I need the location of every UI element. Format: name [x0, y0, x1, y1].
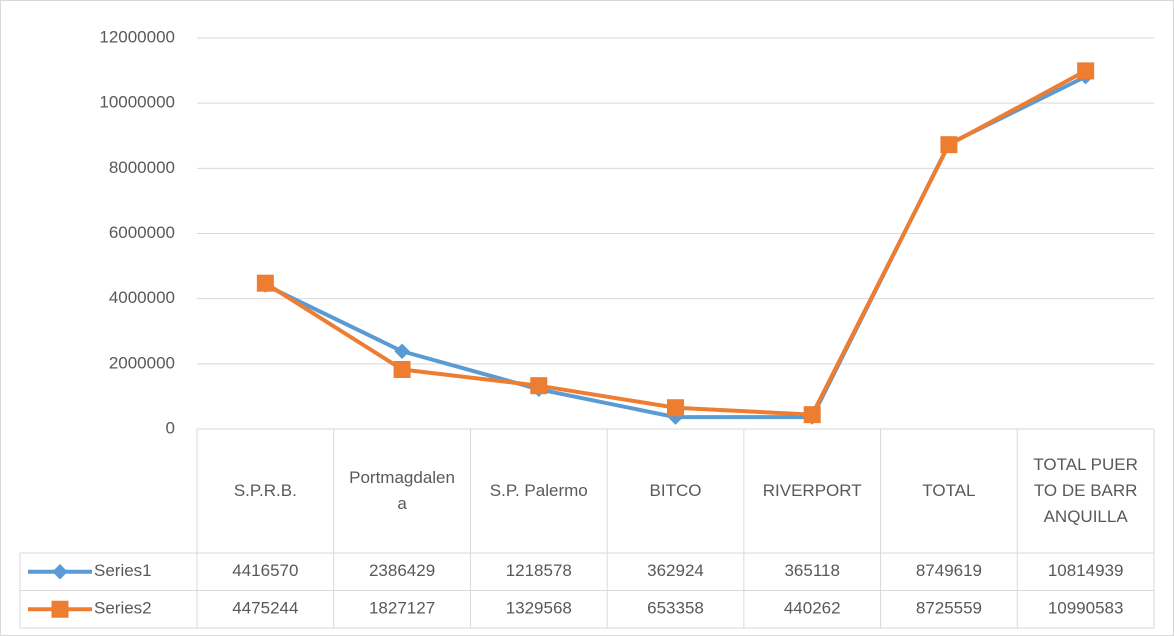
marker: [256, 274, 274, 292]
x-tick-label: TOTAL: [922, 481, 976, 500]
marker: [393, 360, 411, 378]
table-value: 8725559: [916, 599, 982, 618]
marker: [394, 343, 410, 359]
table-value: 10814939: [1048, 561, 1124, 580]
table-value: 1329568: [506, 599, 572, 618]
y-tick-label: 12000000: [99, 27, 175, 46]
table-value: 10990583: [1048, 599, 1124, 618]
marker: [52, 564, 68, 580]
y-tick-label: 10000000: [99, 93, 175, 112]
table-value: 1827127: [369, 599, 435, 618]
marker: [667, 399, 684, 417]
x-tick-label: S.P.R.B.: [233, 481, 297, 500]
table-value: 1218578: [506, 561, 572, 580]
marker: [1077, 62, 1095, 80]
table-value: 365118: [784, 561, 839, 580]
x-tick-label: S.P. Palermo: [489, 481, 588, 500]
table-value: 4475244: [232, 599, 298, 618]
table-value: 653358: [647, 599, 704, 618]
y-tick-label: 2000000: [109, 353, 175, 372]
x-tick-label: Portmagdalena: [349, 468, 455, 513]
table-value: 8749619: [916, 561, 982, 580]
marker: [51, 600, 69, 618]
x-tick-label: BITCO: [649, 481, 702, 500]
y-tick-label: 6000000: [109, 223, 175, 242]
x-tick-label: RIVERPORT: [762, 481, 862, 500]
legend-label: Series2: [94, 599, 152, 618]
y-tick-label: 0: [166, 418, 175, 437]
y-tick-label: 8000000: [109, 158, 175, 177]
x-tick-label: TOTAL PUERTO DE BARRANQUILLA: [1033, 455, 1138, 526]
table-value: 440262: [784, 599, 841, 618]
marker: [530, 377, 548, 395]
marker: [940, 136, 958, 154]
table-value: 4416570: [232, 561, 298, 580]
legend-label: Series1: [94, 561, 152, 580]
table-value: 2386429: [369, 561, 435, 580]
marker: [803, 406, 821, 424]
table-value: 362924: [647, 561, 704, 580]
y-tick-label: 4000000: [109, 288, 175, 307]
